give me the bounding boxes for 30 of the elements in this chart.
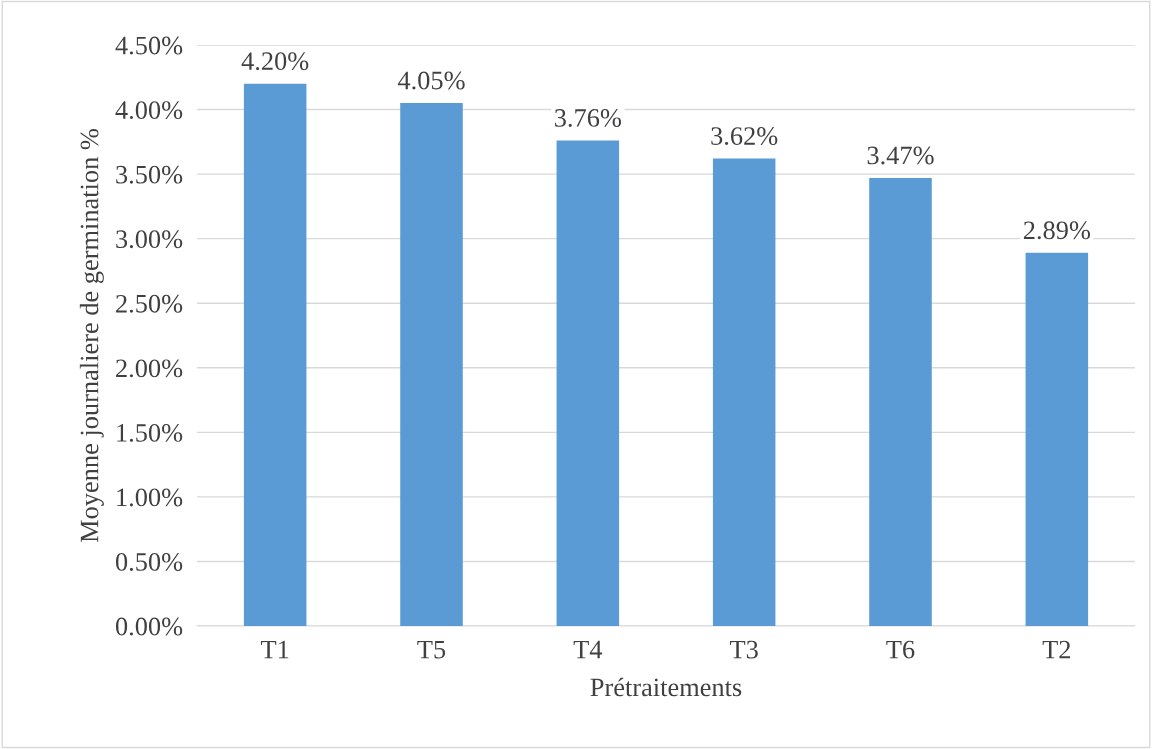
y-tick-label: 4.00%	[115, 101, 183, 120]
bar	[243, 83, 307, 626]
x-tick-label: T5	[417, 640, 446, 659]
bar	[712, 158, 776, 626]
y-tick-label: 2.50%	[116, 294, 183, 313]
y-tick-label: 3.50%	[116, 165, 183, 184]
x-tick-label: T2	[1042, 640, 1071, 659]
x-tick-label: T1	[260, 640, 289, 659]
y-tick-label: 2.00%	[116, 359, 183, 378]
y-tick-label: 4.50%	[115, 36, 183, 55]
x-tick-label: T4	[573, 640, 603, 659]
x-tick-label: T6	[886, 640, 915, 659]
bar	[400, 103, 463, 626]
y-axis-title: Moyenne journaliere de germination %	[79, 129, 104, 543]
bar	[1025, 252, 1089, 626]
data-label: 2.89%	[1023, 221, 1091, 240]
data-label: 3.47%	[867, 146, 934, 165]
bar	[869, 177, 932, 626]
data-label: 4.05%	[397, 71, 465, 90]
x-tick-label: T3	[729, 640, 758, 659]
y-tick-label: 1.50%	[117, 423, 183, 442]
data-label: 3.76%	[555, 109, 622, 127]
y-tick-label: 3.00%	[116, 230, 183, 249]
data-label: 3.62%	[711, 127, 778, 146]
y-tick-label: 0.00%	[115, 617, 183, 636]
y-tick-label: 1.00%	[117, 488, 183, 507]
data-label: 4.20%	[241, 52, 309, 71]
y-tick-label: 0.50%	[115, 553, 183, 571]
x-axis-title: Prétraitements	[590, 677, 742, 697]
bar	[556, 140, 620, 626]
